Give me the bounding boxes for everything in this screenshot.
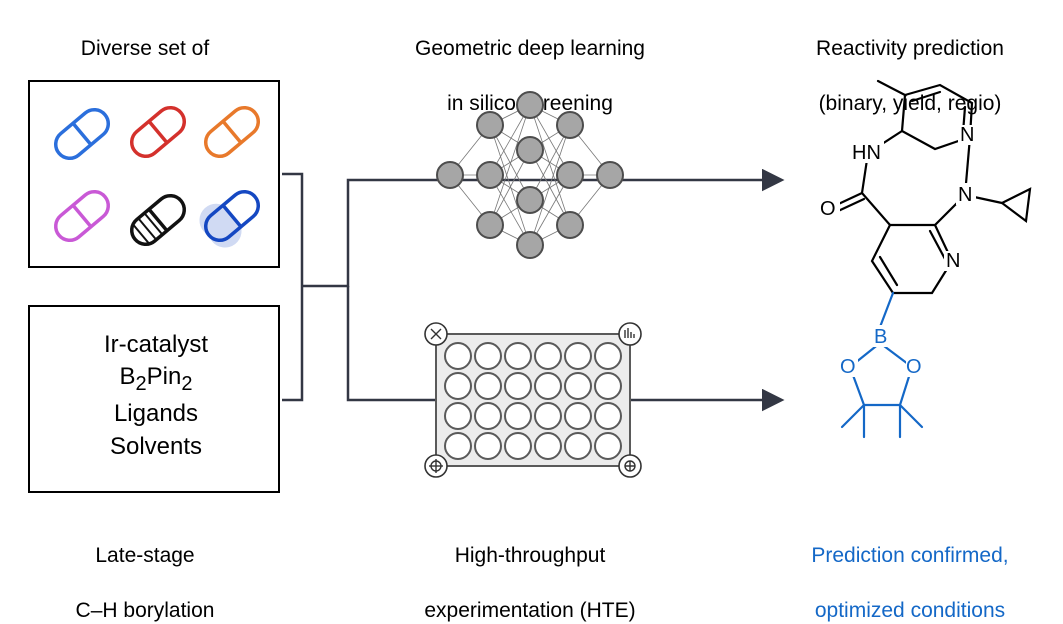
svg-text:N: N (946, 250, 960, 272)
neural-net-icon (430, 85, 630, 265)
svg-text:HN: HN (852, 142, 881, 164)
hte-plate-icon (420, 318, 646, 482)
t: C–H borylation (76, 599, 215, 622)
svg-text:O: O (820, 198, 836, 220)
t: optimized conditions (815, 599, 1005, 622)
svg-text:O: O (840, 356, 856, 378)
t: experimentation (HTE) (424, 599, 635, 622)
svg-text:O: O (906, 356, 922, 378)
svg-text:N: N (958, 184, 972, 206)
svg-text:B: B (874, 326, 887, 348)
svg-text:N: N (960, 124, 974, 146)
molecule-structure: N HN N N O B O O (790, 75, 1050, 505)
